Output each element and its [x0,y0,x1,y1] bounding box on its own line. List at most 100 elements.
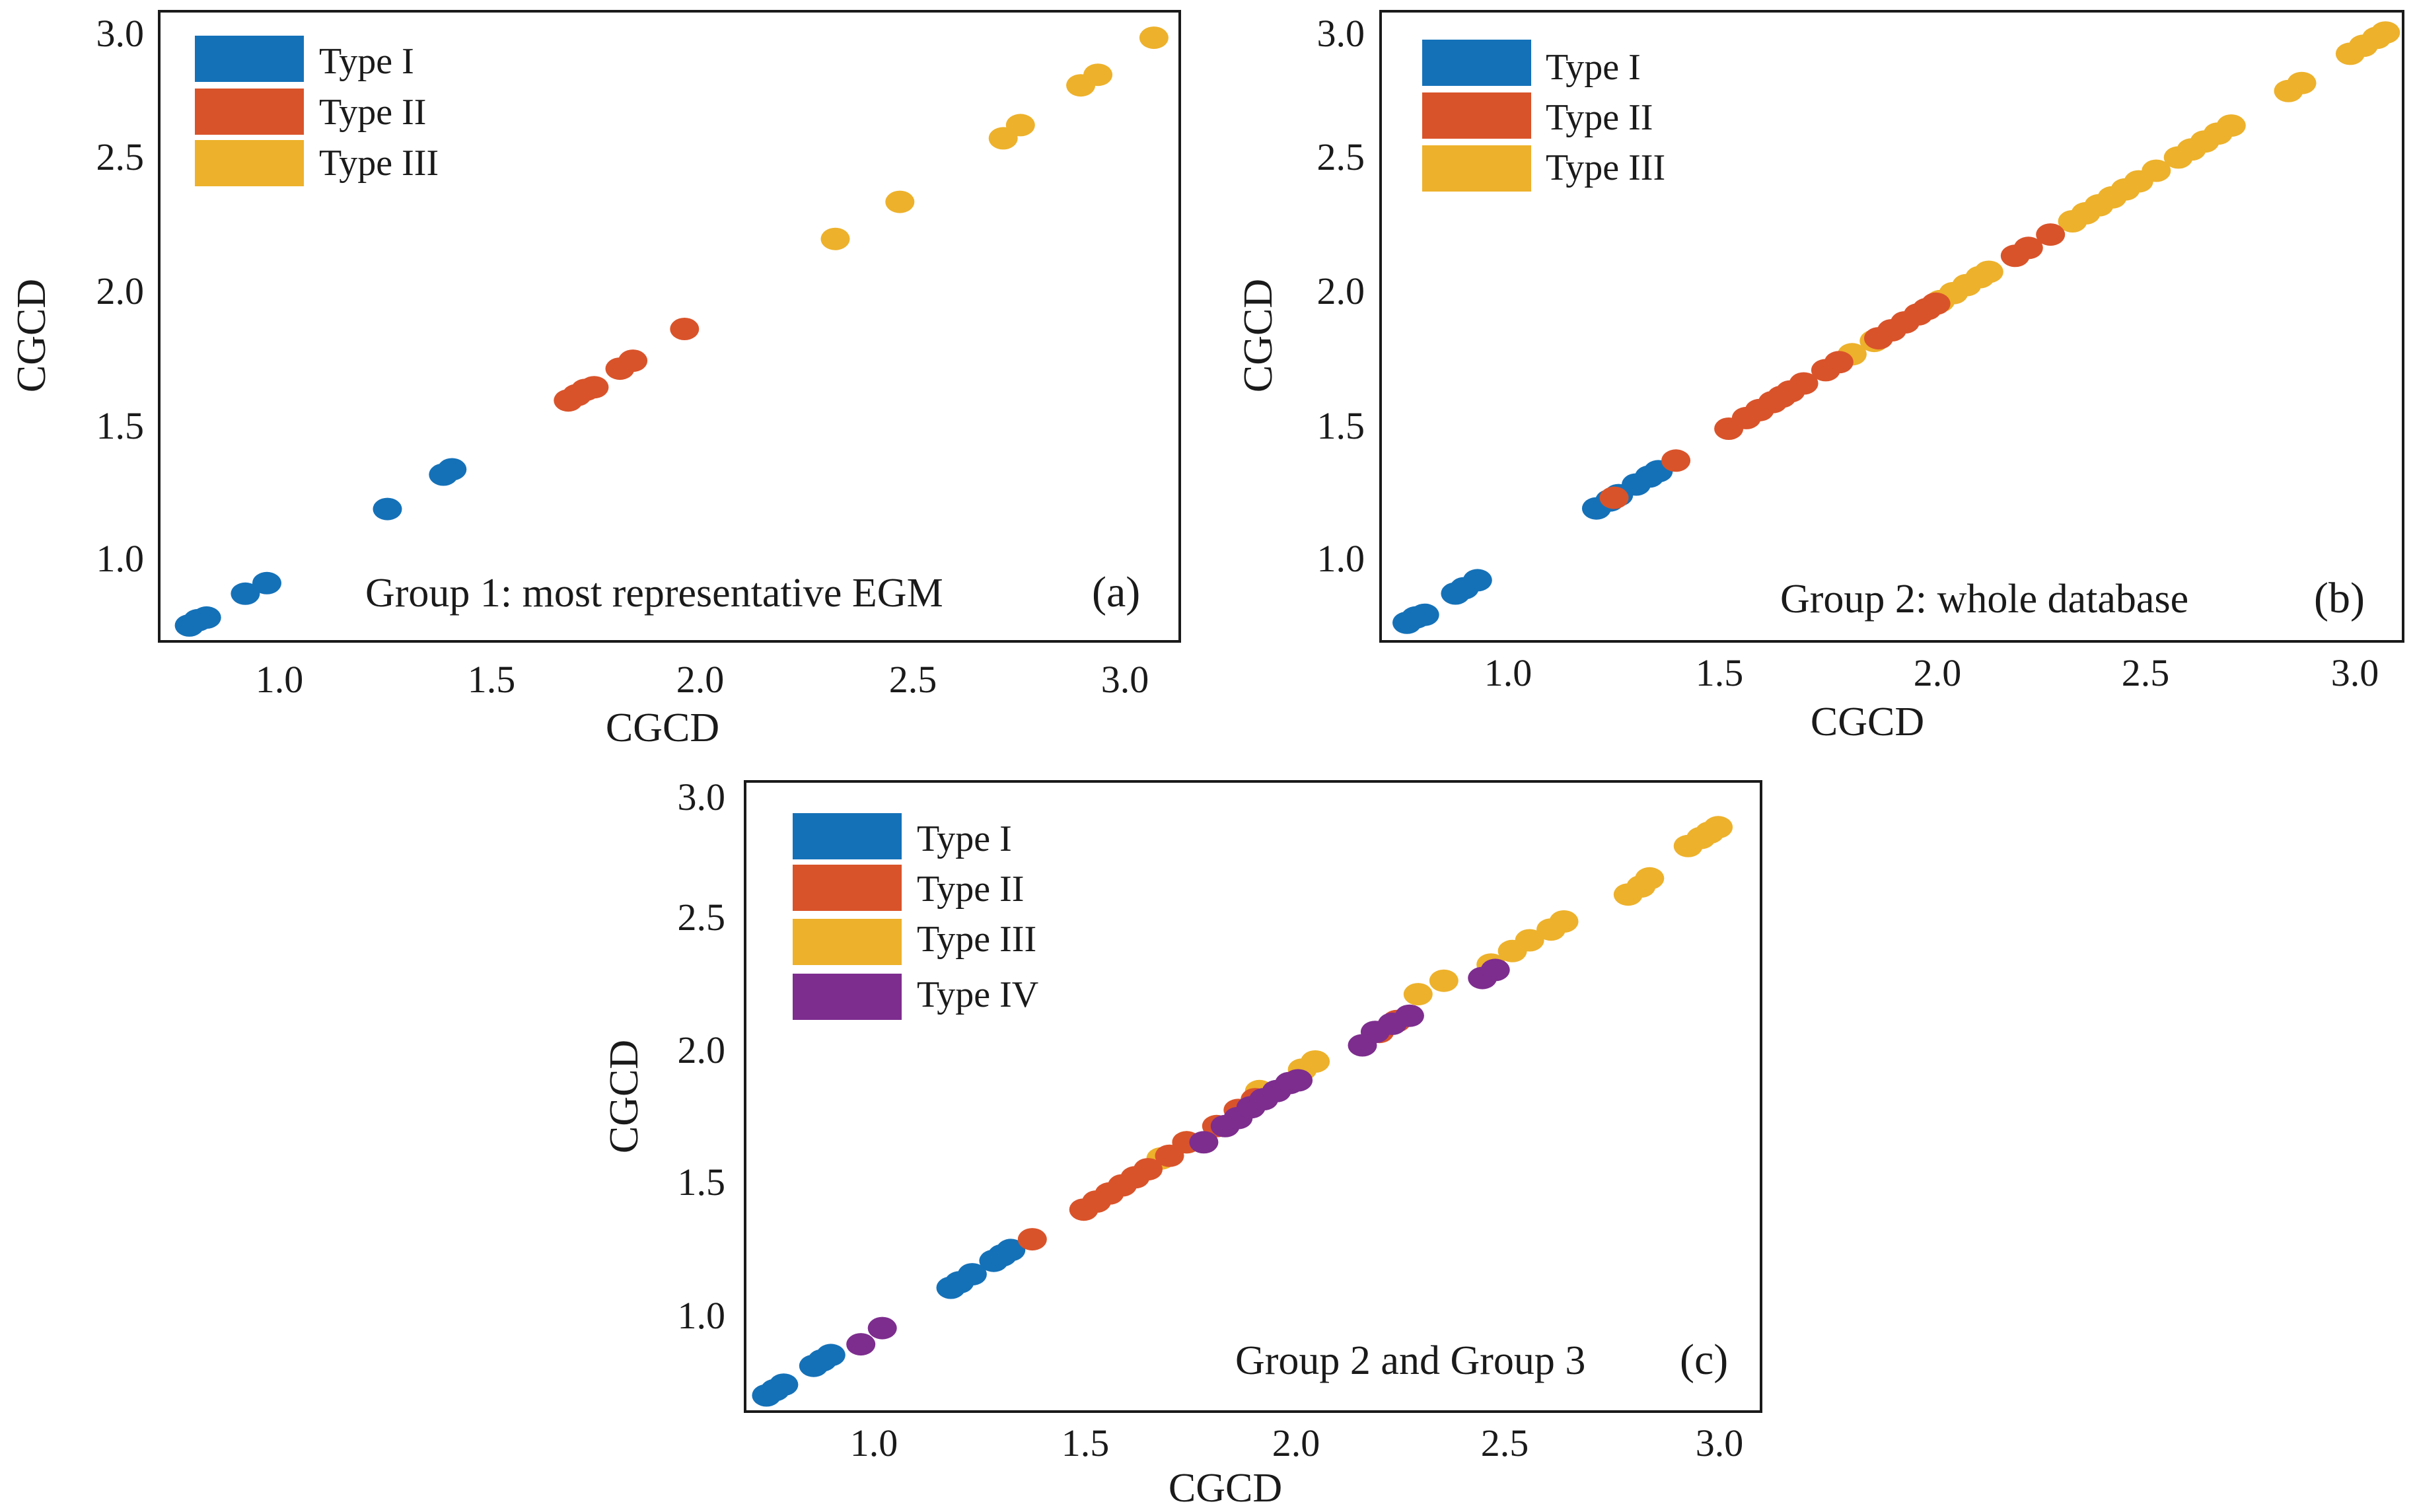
panel-b-label: (b) [2314,574,2365,622]
legend-swatch-type-ii [1422,92,1531,139]
panel-c-xticks: 1.0 1.5 2.0 2.5 3.0 [850,1422,1744,1464]
data-point-type-iii [1704,816,1733,839]
data-point-type-iv [1283,1069,1313,1092]
panel-c-xtick-label: 1.5 [1062,1422,1110,1464]
data-point-type-i [996,1239,1026,1262]
panel-b-xtick-label: 2.5 [2122,651,2170,694]
legend-label-type-iii: Type III [1546,147,1665,188]
panel-b-xtick-label: 1.0 [1484,651,1532,694]
data-point-type-iii [885,190,915,213]
panel-c-legend: Type I Type II Type III Type IV [793,813,1038,1020]
panel-c-xtick-label: 3.0 [1696,1422,1744,1464]
data-point-type-iii [2216,114,2246,137]
legend-swatch-type-i [1422,40,1531,86]
legend-swatch-type-i [195,36,304,82]
panel-a-frame [158,10,1181,643]
data-point-type-iii [1974,260,2003,283]
data-point-type-i [957,1263,987,1286]
panel-c-ytick-label: 1.5 [678,1161,726,1204]
data-point-type-iii [1635,867,1665,890]
legend-label-type-ii: Type II [917,869,1024,910]
data-point-type-iii [1301,1050,1330,1073]
panel-a-legend: Type I Type II Type III [195,36,439,186]
data-point-type-ii [1921,292,1951,315]
panel-c-annotation: Group 2 and Group 3 [1235,1338,1585,1383]
data-point-type-ii [1134,1158,1163,1181]
panel-a-ytick-label: 2.5 [96,135,145,178]
data-point-type-iii [1515,929,1544,952]
data-point-type-i [231,582,260,605]
panel-a: 1.0 1.5 2.0 2.5 3.0 1.0 1.5 2.0 2.5 3.0 … [9,10,1181,750]
data-point-type-i [1462,569,1492,592]
panel-b-legend: Type I Type II Type III [1422,40,1665,192]
panel-a-xtick-label: 3.0 [1101,658,1149,701]
panel-b-xlabel: CGCD [1811,700,1924,744]
panel-a-ytick-label: 1.5 [96,404,145,447]
panel-b-points [1392,21,2400,634]
panel-c-frame [744,780,1762,1413]
legend-label-type-iii: Type III [319,143,439,184]
panel-b-yticks: 1.0 1.5 2.0 2.5 3.0 [1317,12,1365,580]
data-point-type-i [769,1373,799,1396]
legend-swatch-type-iii [1422,145,1531,192]
data-point-type-iv [1189,1131,1219,1154]
data-point-type-ii [2013,236,2043,260]
data-point-type-iii [1139,26,1169,50]
legend-label-type-i: Type I [1546,47,1641,88]
panel-a-xlabel: CGCD [606,705,719,750]
panel-c-ytick-label: 3.0 [678,775,726,818]
data-point-type-iii [1403,983,1433,1006]
panel-a-label: (a) [1092,568,1140,616]
data-point-type-i [816,1344,846,1367]
panel-b-xtick-label: 3.0 [2331,651,2379,694]
panel-c-label: (c) [1680,1336,1728,1384]
legend-swatch-type-ii [195,89,304,135]
legend-label-type-iii: Type III [917,919,1036,960]
panel-b-xticks: 1.0 1.5 2.0 2.5 3.0 [1484,651,2379,694]
panel-c-ytick-label: 2.5 [678,896,726,939]
data-point-type-iv [846,1333,876,1356]
legend-label-type-i: Type I [917,818,1012,859]
legend-label-type-iv: Type IV [917,974,1038,1015]
data-point-type-iii [2142,159,2171,182]
data-point-type-iii [820,227,850,250]
data-point-type-ii [670,318,700,340]
panel-b-ytick-label: 3.0 [1317,12,1365,55]
data-point-type-iii [1005,114,1035,137]
panel-c-yticks: 1.0 1.5 2.0 2.5 3.0 [678,775,726,1337]
panel-b-ylabel: CGCD [1236,279,1281,392]
panel-c-xtick-label: 2.5 [1481,1422,1529,1464]
data-point-type-ii [1599,486,1629,509]
panel-b-frame [1379,10,2404,643]
data-point-type-iii [1429,969,1459,992]
data-point-type-i [1410,603,1439,626]
data-point-type-iv [1480,958,1510,982]
panel-b-xtick-label: 1.5 [1696,651,1744,694]
data-point-type-ii [1824,351,1854,374]
panel-a-points [174,26,1169,637]
panel-c-ylabel: CGCD [602,1040,647,1153]
panel-c-points [752,816,1733,1407]
panel-a-ytick-label: 1.0 [96,537,145,580]
panel-c-ytick-label: 2.0 [678,1028,726,1071]
legend-swatch-type-iii [793,919,902,965]
data-point-type-ii [1661,449,1691,472]
data-point-type-iii [2287,71,2317,94]
panel-b: 1.0 1.5 2.0 2.5 3.0 1.0 1.5 2.0 2.5 3.0 … [1236,10,2404,744]
legend-swatch-type-i [793,813,902,859]
data-point-type-iv [1394,1004,1424,1027]
panel-a-xtick-label: 1.5 [468,658,516,701]
panel-b-xtick-label: 2.0 [1914,651,1962,694]
data-point-type-i [192,606,221,629]
panel-a-yticks: 1.0 1.5 2.0 2.5 3.0 [96,12,145,580]
panel-b-ytick-label: 1.5 [1317,404,1365,447]
panel-b-annotation: Group 2: whole database [1780,577,2188,622]
panel-a-annotation: Group 1: most representative EGM [365,571,943,616]
data-point-type-i [252,571,281,594]
legend-label-type-i: Type I [319,41,414,82]
legend-label-type-ii: Type II [1546,97,1653,138]
panel-a-ytick-label: 3.0 [96,12,145,55]
panel-b-ytick-label: 2.5 [1317,135,1365,178]
panel-b-ytick-label: 2.0 [1317,270,1365,312]
